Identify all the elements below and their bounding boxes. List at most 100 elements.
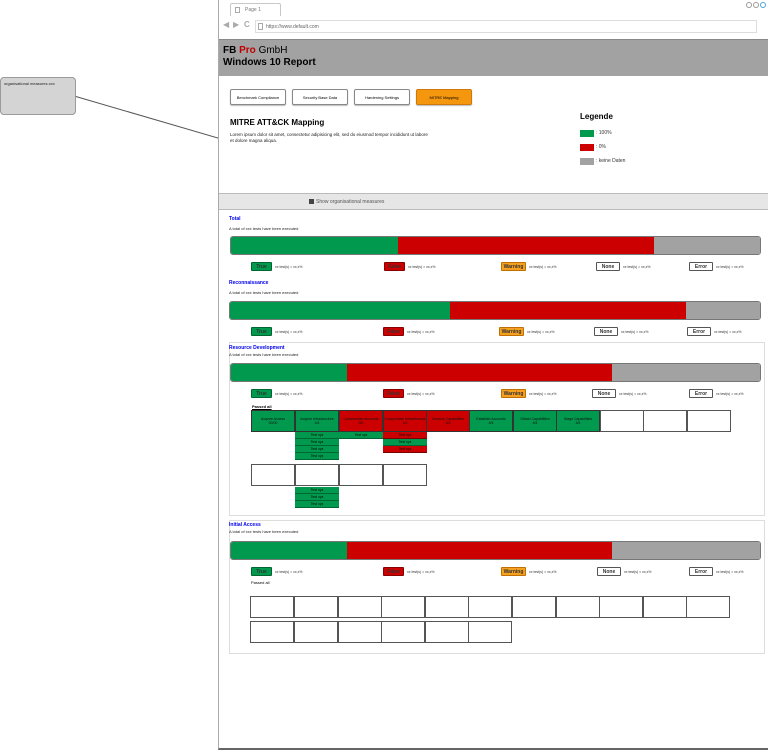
subtest-item[interactable]: Test xyz (295, 439, 339, 446)
section-resource-development (229, 342, 765, 516)
bar-false (347, 364, 612, 381)
status-error: Error xx test(s) = xx,x% (687, 327, 742, 336)
legend-item: : keine Daten (580, 154, 625, 168)
empty-cell (294, 621, 338, 643)
back-icon[interactable]: ◀ (223, 20, 230, 29)
subtest-item[interactable]: Test xyz (383, 432, 427, 439)
status-value: xx test(s) = xx,x% (623, 264, 651, 269)
subtest-item[interactable]: Test xyz (295, 501, 339, 508)
status-badge: None (597, 567, 621, 576)
empty-cell (295, 464, 339, 486)
subtest-item[interactable]: Test xyz (295, 494, 339, 501)
status-value: xx test(s) = xx,x% (529, 569, 557, 574)
empty-cell (425, 596, 469, 618)
report-header: FB Pro GmbH Windows 10 Report (219, 40, 768, 76)
checkbox-icon[interactable] (309, 199, 314, 204)
status-false: False xx test(s) = xx,x% (384, 262, 436, 271)
company-suffix: GmbH (258, 45, 288, 56)
technique-cell[interactable]: Obtain Capabilities 4/4 (513, 410, 557, 432)
status-true: True xx test(s) = xx,x% (251, 567, 303, 576)
status-row: True xx test(s) = xx,x% False xx test(s) =… (251, 567, 761, 577)
maximize-icon[interactable] (753, 2, 759, 8)
tab-hardening-settings[interactable]: Hardening Settings (354, 89, 410, 105)
tab-benchmark-compliance[interactable]: Benchmark Compliance (230, 89, 286, 105)
technique-cell[interactable]: Acquire Access 00/00 (251, 410, 295, 432)
section-title[interactable]: Total (229, 216, 241, 222)
status-badge: Warning (501, 567, 526, 576)
section-title[interactable]: Resource Development (229, 345, 285, 351)
status-badge: True (251, 327, 272, 336)
subtest-item[interactable]: Test xyz (383, 439, 427, 446)
technique-cell[interactable]: Compromise Infrastructure 1/2 (383, 410, 427, 432)
technique-name: Stage Capabilities (563, 416, 593, 421)
status-value: xx test(s) = xx,x% (529, 264, 557, 269)
legend: Legende : 100% : 0% : keine Daten (580, 112, 625, 168)
empty-cell (643, 410, 687, 432)
technique-score: 0/4 (445, 421, 451, 425)
status-badge: Warning (499, 327, 524, 336)
legend-label: : 100% (596, 130, 612, 136)
divider (219, 39, 768, 40)
status-badge: True (251, 389, 272, 398)
status-badge: Error (689, 389, 713, 398)
section-title[interactable]: Initial Access (229, 522, 261, 528)
empty-cell (556, 596, 600, 618)
status-value: xx test(s) = xx,x% (619, 391, 647, 396)
reload-icon[interactable]: C (244, 20, 250, 29)
subtest-item[interactable]: Test xyz (295, 453, 339, 460)
status-true: True xx test(s) = xx,x% (251, 262, 303, 271)
close-icon[interactable] (760, 2, 766, 8)
section-subtitle: A total of xxx tests have been executed (229, 226, 299, 231)
status-badge: None (596, 262, 620, 271)
bar-nodata (611, 364, 760, 381)
subtest-item[interactable]: Test xyz (295, 432, 339, 439)
technique-name: Compromise Infrastructure (384, 416, 426, 421)
subtest-item[interactable]: Test xyz (339, 432, 383, 439)
section-title[interactable]: Reconnaissance (229, 280, 269, 286)
empty-cell (468, 596, 512, 618)
status-none: None xx test(s) = xx,x% (597, 567, 652, 576)
company-brand: Pro (239, 45, 256, 56)
tab-security-base-data[interactable]: Security Base Data (292, 89, 348, 105)
matrix-label: Passed all (251, 580, 270, 585)
status-none: None xx test(s) = xx,x% (594, 327, 649, 336)
tab-mitre-mapping[interactable]: MITRE Mapping (416, 89, 472, 105)
status-value: xx test(s) = xx,x% (716, 391, 744, 396)
progress-bar-total (230, 236, 761, 255)
legend-title: Legende (580, 112, 613, 121)
org-measures-toggle[interactable]: Show organisational measures (219, 193, 768, 210)
technique-cell[interactable]: Develop Capabilities 0/4 (426, 410, 470, 432)
technique-name: Develop Capabilities (432, 416, 464, 421)
technique-score: 1/2 (402, 421, 408, 425)
forward-icon[interactable]: ▶ (233, 20, 240, 29)
status-none: None xx test(s) = xx,x% (592, 389, 647, 398)
technique-name: Establish Accounts (476, 416, 506, 421)
technique-cell[interactable]: Compromise Accounts 0/0 (339, 410, 383, 432)
bar-false (397, 237, 655, 254)
subtest-item[interactable]: Test xyz (383, 446, 427, 453)
status-true: True xx test(s) = xx,x% (251, 327, 303, 336)
status-warning: Warning xx test(s) = xx,x% (501, 389, 557, 398)
browser-tab[interactable]: Page 1 (230, 3, 281, 16)
technique-cell[interactable]: Establish Accounts 4/4 (469, 410, 513, 432)
subtest-item[interactable]: Test xyz (295, 487, 339, 494)
legend-swatch-red (580, 143, 594, 151)
status-value: xx test(s) = xx,x% (407, 329, 435, 334)
minimize-icon[interactable] (746, 2, 752, 8)
section-reconnaissance: Reconnaissance A total of xxx tests have… (229, 280, 298, 295)
status-false: False xx test(s) = xx,x% (383, 389, 435, 398)
status-value: xx test(s) = xx,x% (407, 569, 435, 574)
section-initial-access-header: Initial Access A total of xxx tests have… (229, 522, 298, 534)
empty-cell (338, 621, 382, 643)
technique-name: Obtain Capabilities (520, 416, 550, 421)
legend-label: : keine Daten (596, 158, 626, 164)
status-warning: Warning xx test(s) = xx,x% (501, 567, 557, 576)
technique-cell[interactable]: Acquire Infrastructure 4/4 (295, 410, 339, 432)
url-bar[interactable]: https://www.default.com (255, 20, 757, 33)
legend-item: : 0% (580, 140, 625, 154)
technique-cell[interactable]: Stage Capabilities 4/4 (556, 410, 600, 432)
status-error: Error xx test(s) = xx,x% (689, 262, 744, 271)
section-subtitle: A total of xxx tests have been executed (229, 290, 299, 295)
section-total: Total A total of xxx tests have been exe… (229, 216, 298, 231)
subtest-item[interactable]: Test xyz (295, 446, 339, 453)
